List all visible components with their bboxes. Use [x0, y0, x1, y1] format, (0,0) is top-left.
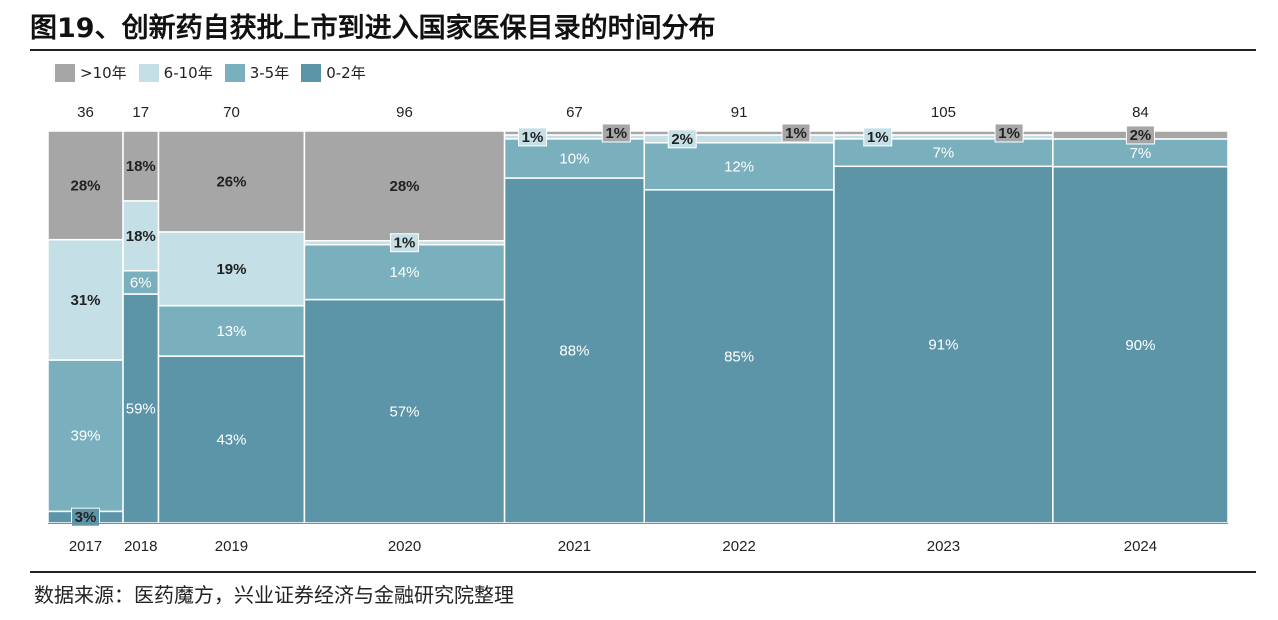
segment-label: 18%: [126, 228, 156, 245]
column-total-label: 91: [731, 104, 748, 121]
legend-label: >10年: [80, 64, 127, 82]
segment-label: 13%: [216, 323, 246, 340]
bar-segment: [122, 200, 160, 272]
legend-item-over-10: >10年: [55, 62, 127, 83]
bar-segment: [1052, 165, 1229, 524]
x-tick-label: 2024: [1124, 538, 1157, 555]
segment-label-badge: [1125, 125, 1155, 145]
segment-label: 43%: [216, 432, 246, 449]
segment-label: 57%: [389, 403, 419, 420]
bar-segment: [157, 231, 306, 307]
segment-label-badge: [518, 127, 548, 147]
legend-swatch: [301, 63, 322, 82]
segment-label: 39%: [71, 428, 101, 445]
segment-label: 90%: [1125, 337, 1155, 354]
segment-label: 7%: [1130, 145, 1152, 162]
segment-label: 7%: [933, 145, 955, 162]
segment-label-badge: [390, 233, 420, 253]
segment-label-badge: [601, 123, 631, 143]
segment-label: 12%: [724, 158, 754, 175]
bar-segment: [303, 130, 506, 242]
segment-label: 28%: [71, 177, 101, 194]
legend-swatch: [224, 63, 245, 82]
marimekko-chart: 3% 39% 31% 28% 36 2017 59% 6% 18% 18% 17 2018 43% 13%…: [47, 104, 1229, 555]
segment-label-badge: [781, 123, 811, 143]
legend-label: 6-10年: [163, 64, 213, 82]
bar-segment: [47, 130, 124, 241]
segment-label: 3%: [75, 509, 97, 526]
segment-label: 91%: [928, 337, 958, 354]
source-rule: [30, 571, 1256, 573]
segment-label: 10%: [559, 150, 589, 167]
chart-title: 图19、创新药自获批上市到进入国家医保目录的时间分布: [30, 13, 716, 44]
x-tick-label: 2019: [215, 538, 248, 555]
segment-label: 31%: [71, 292, 101, 309]
column-total-label: 67: [566, 104, 583, 121]
title-rule: [30, 49, 1256, 51]
bar-segment: [643, 189, 835, 524]
legend-label: 0-2年: [326, 64, 366, 82]
segment-label-badge: [667, 129, 697, 149]
x-tick-label: 2023: [927, 538, 960, 555]
segment-label: 19%: [216, 261, 246, 278]
column-total-label: 105: [931, 104, 956, 121]
legend: >10年 6-10年 3-5年 0-2年: [55, 62, 366, 83]
segment-label: 18%: [126, 158, 156, 175]
segment-label: 1%: [394, 235, 416, 252]
bar-segment: [157, 130, 306, 233]
segment-label: 85%: [724, 348, 754, 365]
bar-segment: [303, 243, 506, 301]
legend-item-6-10: 6-10年: [138, 62, 213, 83]
segment-label: 26%: [216, 173, 246, 190]
segment-label: 1%: [605, 125, 627, 142]
segment-label: 1%: [867, 129, 889, 146]
segment-label: 28%: [389, 178, 419, 195]
segment-label-badge: [863, 127, 893, 147]
bar-segment: [47, 359, 124, 513]
legend-swatch: [138, 63, 159, 82]
bar-segment: [157, 304, 306, 357]
segment-label: 14%: [389, 264, 419, 281]
segment-label: 1%: [998, 125, 1020, 142]
column-total-label: 84: [1132, 104, 1149, 121]
segment-label: 2%: [1130, 127, 1152, 144]
x-tick-label: 2022: [722, 538, 755, 555]
column-total-label: 96: [396, 104, 413, 121]
x-tick-label: 2021: [558, 538, 591, 555]
segment-label: 6%: [130, 274, 152, 291]
x-tick-label: 2020: [388, 538, 421, 555]
source-note: 数据来源：医药魔方，兴业证券经济与金融研究院整理: [34, 583, 514, 607]
legend-item-0-2: 0-2年: [301, 62, 366, 83]
column-total-label: 17: [132, 104, 149, 121]
segment-label: 1%: [522, 129, 544, 146]
legend-swatch: [55, 63, 75, 82]
legend-label: 3-5年: [249, 64, 290, 82]
segment-label: 1%: [785, 125, 807, 142]
legend-item-3-5: 3-5年: [224, 62, 290, 83]
bar-segment: [157, 355, 306, 524]
column-total-label: 36: [77, 104, 94, 121]
x-tick-label: 2017: [69, 538, 102, 555]
column-total-label: 70: [223, 104, 240, 121]
segment-label-badge: [71, 507, 101, 527]
bar-segment: [122, 130, 160, 202]
segment-label: 59%: [126, 401, 156, 418]
x-tick-label: 2018: [124, 538, 157, 555]
segment-label-badge: [994, 123, 1024, 143]
segment-label: 88%: [559, 343, 589, 360]
segment-label: 2%: [671, 131, 693, 148]
